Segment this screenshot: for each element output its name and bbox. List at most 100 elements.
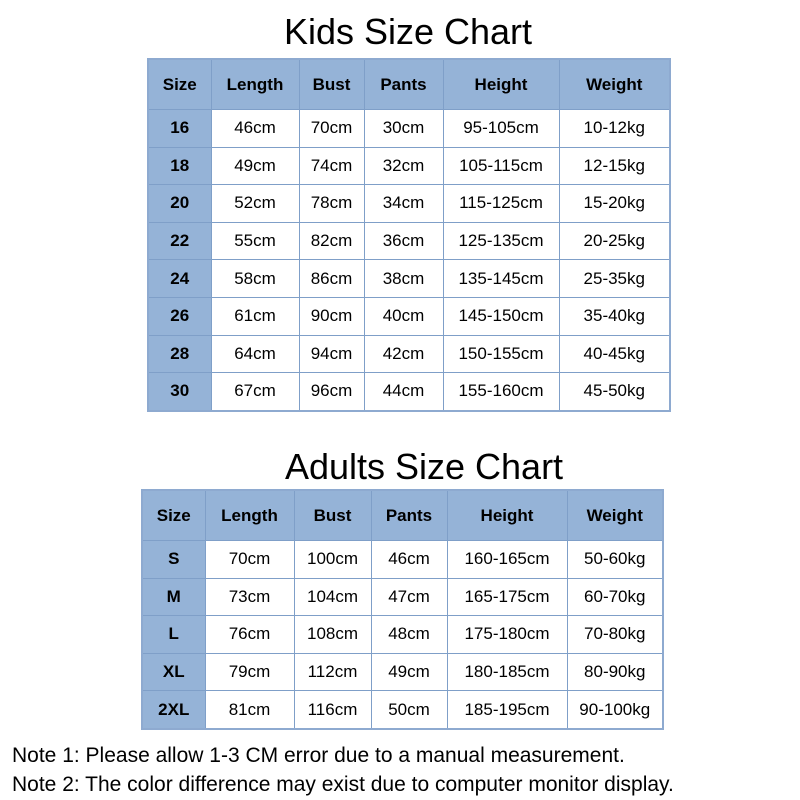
column-header: Height — [446, 489, 568, 541]
table-cell: 32cm — [363, 146, 444, 186]
table-cell: 44cm — [363, 372, 444, 412]
column-header: Length — [210, 58, 300, 110]
column-header: Length — [204, 489, 295, 541]
column-header: Bust — [298, 58, 365, 110]
table-cell: 42cm — [363, 334, 444, 374]
table-row: XL 79cm 112cm 49cm 180-185cm 80-90kg — [141, 652, 664, 692]
table-cell: 160-165cm — [446, 540, 568, 579]
table-cell: 50-60kg — [566, 540, 664, 579]
table-cell: 76cm — [204, 615, 295, 654]
table-cell: 95-105cm — [442, 109, 560, 148]
table-cell: 81cm — [204, 690, 295, 730]
table-row: M 73cm 104cm 47cm 165-175cm 60-70kg — [141, 577, 664, 617]
table-cell: 105-115cm — [442, 146, 560, 186]
table-cell: 135-145cm — [442, 259, 560, 298]
table-cell: 67cm — [210, 372, 300, 412]
table-cell: 40-45kg — [558, 334, 671, 374]
table-row: 16 46cm 70cm 30cm 95-105cm 10-12kg — [147, 109, 671, 148]
table-row: 30 67cm 96cm 44cm 155-160cm 45-50kg — [147, 372, 671, 412]
size-cell: XL — [141, 652, 206, 692]
table-cell: 90-100kg — [566, 690, 664, 730]
table-cell: 116cm — [293, 690, 372, 730]
table-cell: 40cm — [363, 296, 444, 336]
note-2: Note 2: The color difference may exist d… — [12, 773, 674, 796]
table-cell: 96cm — [298, 372, 365, 412]
table-cell: 49cm — [370, 652, 448, 692]
table-cell: 78cm — [298, 184, 365, 223]
table-row: L 76cm 108cm 48cm 175-180cm 70-80kg — [141, 615, 664, 654]
table-cell: 70-80kg — [566, 615, 664, 654]
size-cell: 22 — [147, 221, 212, 261]
size-cell: 26 — [147, 296, 212, 336]
column-header: Weight — [566, 489, 664, 541]
table-cell: 82cm — [298, 221, 365, 261]
table-cell: 46cm — [210, 109, 300, 148]
table-cell: 35-40kg — [558, 296, 671, 336]
table-cell: 70cm — [298, 109, 365, 148]
column-header: Size — [147, 58, 212, 110]
table-cell: 20-25kg — [558, 221, 671, 261]
note-1: Note 1: Please allow 1-3 CM error due to… — [12, 744, 625, 767]
size-cell: 16 — [147, 109, 212, 148]
table-cell: 175-180cm — [446, 615, 568, 654]
table-row: 24 58cm 86cm 38cm 135-145cm 25-35kg — [147, 259, 671, 298]
table-cell: 50cm — [370, 690, 448, 730]
adults-chart-title: Adults Size Chart — [284, 446, 564, 487]
table-cell: 47cm — [370, 577, 448, 617]
table-cell: 70cm — [204, 540, 295, 579]
table-row: 20 52cm 78cm 34cm 115-125cm 15-20kg — [147, 184, 671, 223]
kids-chart-title: Kids Size Chart — [283, 11, 533, 52]
size-cell: 2XL — [141, 690, 206, 730]
table-row: 18 49cm 74cm 32cm 105-115cm 12-15kg — [147, 146, 671, 186]
table-cell: 80-90kg — [566, 652, 664, 692]
table-cell: 55cm — [210, 221, 300, 261]
table-cell: 94cm — [298, 334, 365, 374]
table-cell: 34cm — [363, 184, 444, 223]
header-row: Size Length Bust Pants Height Weight — [147, 58, 671, 110]
table-cell: 125-135cm — [442, 221, 560, 261]
table-row: 2XL 81cm 116cm 50cm 185-195cm 90-100kg — [141, 690, 664, 730]
size-cell: L — [141, 615, 206, 654]
table-cell: 45-50kg — [558, 372, 671, 412]
table-cell: 180-185cm — [446, 652, 568, 692]
size-cell: M — [141, 577, 206, 617]
size-cell: 20 — [147, 184, 212, 223]
table-cell: 90cm — [298, 296, 365, 336]
table-cell: 15-20kg — [558, 184, 671, 223]
table-cell: 10-12kg — [558, 109, 671, 148]
table-cell: 86cm — [298, 259, 365, 298]
table-cell: 36cm — [363, 221, 444, 261]
table-cell: 64cm — [210, 334, 300, 374]
column-header: Pants — [370, 489, 448, 541]
table-cell: 38cm — [363, 259, 444, 298]
table-cell: 30cm — [363, 109, 444, 148]
table-row: S 70cm 100cm 46cm 160-165cm 50-60kg — [141, 540, 664, 579]
table-cell: 112cm — [293, 652, 372, 692]
table-row: 26 61cm 90cm 40cm 145-150cm 35-40kg — [147, 296, 671, 336]
column-header: Weight — [558, 58, 671, 110]
column-header: Size — [141, 489, 206, 541]
table-cell: 115-125cm — [442, 184, 560, 223]
table-cell: 73cm — [204, 577, 295, 617]
table-cell: 100cm — [293, 540, 372, 579]
adults-size-table: Size Length Bust Pants Height Weight S 70cm 100c… — [141, 489, 664, 730]
table-cell: 52cm — [210, 184, 300, 223]
column-header: Bust — [293, 489, 372, 541]
table-cell: 12-15kg — [558, 146, 671, 186]
table-row: 28 64cm 94cm 42cm 150-155cm 40-45kg — [147, 334, 671, 374]
table-cell: 150-155cm — [442, 334, 560, 374]
kids-size-table: Size Length Bust Pants Height Weight 16 46cm 70c… — [147, 58, 671, 412]
table-cell: 49cm — [210, 146, 300, 186]
table-cell: 155-160cm — [442, 372, 560, 412]
table-cell: 108cm — [293, 615, 372, 654]
table-cell: 48cm — [370, 615, 448, 654]
table-cell: 46cm — [370, 540, 448, 579]
table-cell: 185-195cm — [446, 690, 568, 730]
size-cell: 30 — [147, 372, 212, 412]
table-cell: 74cm — [298, 146, 365, 186]
table-cell: 145-150cm — [442, 296, 560, 336]
table-cell: 79cm — [204, 652, 295, 692]
table-cell: 25-35kg — [558, 259, 671, 298]
size-cell: 24 — [147, 259, 212, 298]
table-cell: 104cm — [293, 577, 372, 617]
